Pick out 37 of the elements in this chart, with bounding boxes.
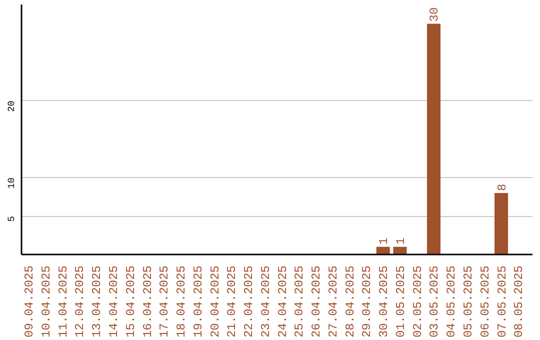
x-tick-label: 17.04.2025 [158,265,172,338]
data-label: 30 [428,7,442,22]
x-tick-label: 15.04.2025 [124,265,138,338]
x-tick-label: 02.05.2025 [410,265,425,338]
x-tick-label: 16.04.2025 [140,265,155,338]
x-tick-label: 06.05.2025 [478,265,492,338]
x-tick-label: 30.04.2025 [377,265,392,338]
x-tick-label: 14.04.2025 [106,265,121,338]
x-tick-label: 10.04.2025 [39,265,54,338]
x-tick-label: 07.05.2025 [495,265,510,338]
x-tick-label: 04.05.2025 [444,265,459,338]
y-tick-label: 20 [6,100,17,112]
x-tick-label: 20.04.2025 [208,265,222,338]
x-tick-label: 21.04.2025 [225,265,240,338]
x-tick-label: 08.05.2025 [512,265,526,338]
x-tick-label: 01.05.2025 [394,265,408,338]
x-tick-label: 28.04.2025 [343,265,358,338]
x-tick-label: 18.04.2025 [174,265,189,338]
x-tick-label: 09.04.2025 [22,265,37,338]
y-tick-label: 5 [6,216,17,222]
x-tick-label: 29.04.2025 [360,265,374,338]
data-label: 8 [495,184,510,191]
x-tick-label: 05.05.2025 [462,265,476,338]
data-label: 1 [394,238,408,245]
x-tick-label: 12.04.2025 [73,265,88,338]
x-tick-label: 26.04.2025 [310,265,324,338]
x-tick-label: 19.04.2025 [191,265,206,338]
data-label: 1 [377,238,392,245]
y-tick-label: 10 [6,177,17,189]
x-tick-label: 22.04.2025 [242,265,256,338]
x-tick-label: 27.04.2025 [326,265,340,338]
x-tick-label: 24.04.2025 [276,265,290,338]
x-tick-label: 13.04.2025 [90,265,104,338]
x-tick-label: 25.04.2025 [292,265,307,338]
x-tick-label: 11.04.2025 [56,265,70,338]
x-tick-label: 03.05.2025 [428,265,442,338]
x-tick-label: 23.04.2025 [258,265,273,338]
